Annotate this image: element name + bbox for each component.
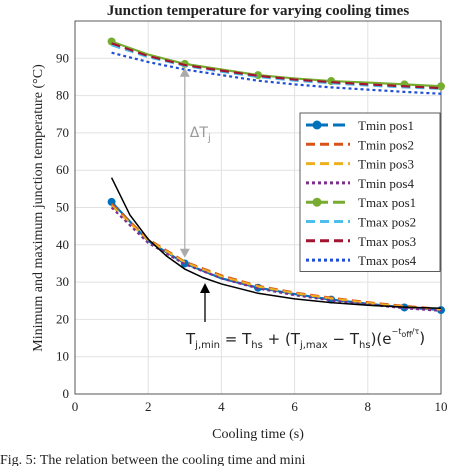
point [437, 82, 445, 91]
formula-part: /τ [412, 327, 420, 336]
x-tick-label: 2 [145, 399, 152, 414]
formula-part: hs [359, 340, 371, 351]
series-line [110, 204, 442, 311]
legend-label: Tmax pos4 [358, 253, 417, 268]
y-tick-label: 30 [56, 274, 69, 289]
y-tick-label: 10 [56, 349, 69, 364]
delta-label: ΔTj [190, 125, 211, 144]
formula-part: t [398, 327, 401, 336]
arrow-head [200, 283, 210, 293]
formula: Tj,min = Ths + (Tj,max − Ths)(e−toff/τ) [185, 327, 425, 351]
formula-part: = T [220, 330, 252, 348]
y-tick-label: 70 [56, 125, 69, 140]
series-line [110, 206, 442, 312]
formula-part: j,min [194, 340, 220, 351]
arrow-head [179, 248, 190, 258]
formula-part: + (T [263, 330, 301, 348]
caption: Fig. 5: The relation between the cooling… [0, 453, 305, 466]
legend-box [299, 112, 441, 272]
legend-label: Tmin pos2 [358, 137, 414, 152]
y-tick-label: 90 [56, 50, 69, 65]
x-tick-label: 0 [72, 399, 79, 414]
formula-part: ) [419, 329, 425, 347]
formula-part: T [185, 330, 196, 348]
formula-part: j,max [299, 340, 328, 351]
legend-label: Tmax pos1 [358, 195, 416, 210]
y-axis-label: Minimum and maximum junction temperature… [31, 64, 46, 352]
legend-label: Tmax pos2 [358, 215, 416, 230]
x-axis-label: Cooling time (s) [212, 427, 304, 442]
legend-label: Tmin pos1 [358, 118, 414, 133]
series-line [111, 42, 442, 90]
formula-part: hs [251, 340, 263, 351]
series-line [111, 51, 442, 95]
arrow-head [179, 67, 190, 77]
chart-title: Junction temperature for varying cooling… [107, 3, 409, 19]
y-tick-label: 80 [56, 88, 69, 103]
y-tick-label: 60 [56, 162, 69, 177]
formula-part: − T [328, 330, 360, 348]
series-line [110, 177, 442, 309]
axes-box [74, 20, 442, 395]
y-tick-label: 40 [56, 237, 69, 252]
legend-label: Tmin pos3 [358, 157, 414, 172]
delta-text: ΔT [190, 125, 209, 141]
x-tick-label: 10 [435, 399, 448, 414]
y-tick-label: 0 [63, 386, 70, 401]
delta-sub: j [207, 133, 211, 144]
formula-part: )(e [371, 330, 392, 348]
legend-marker [312, 197, 322, 207]
x-tick-label: 4 [218, 399, 225, 414]
point [107, 197, 116, 206]
formula-part: off [401, 330, 412, 339]
legend-marker [312, 120, 322, 130]
x-tick-label: 6 [291, 399, 298, 414]
formula-part: − [392, 327, 399, 336]
x-tick-label: 8 [365, 399, 372, 414]
legend-label: Tmin pos4 [358, 176, 414, 191]
y-tick-label: 20 [56, 311, 69, 326]
y-tick-label: 50 [56, 200, 69, 215]
legend-label: Tmax pos3 [358, 234, 416, 249]
